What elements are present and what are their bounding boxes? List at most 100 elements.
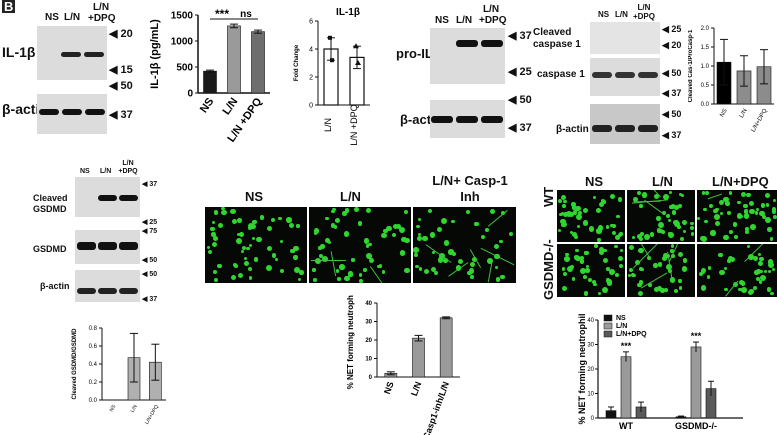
neutrophil-cell xyxy=(569,211,575,217)
neutrophil-cell xyxy=(571,202,576,207)
neutrophil-cell xyxy=(493,244,499,250)
micrograph-ln-casp1 xyxy=(413,207,516,283)
neutrophil-cell xyxy=(243,256,248,261)
neutrophil-cell xyxy=(636,190,642,195)
y-tick-label: 0 xyxy=(369,375,373,381)
neutrophil-cell xyxy=(619,248,623,252)
marker: ◀ 20 xyxy=(662,40,682,50)
neutrophil-cell xyxy=(598,201,605,207)
neutrophil-cell xyxy=(357,220,363,226)
marker: ◀ 50 xyxy=(662,68,682,78)
y-tick-label: 0.6 xyxy=(89,344,98,350)
neutrophil-cell xyxy=(562,271,568,277)
neutrophil-cell xyxy=(700,285,706,291)
neutrophil-cell xyxy=(313,228,320,234)
lane-label-ln-dpq: L/N +DPQ xyxy=(118,160,138,175)
net-strand xyxy=(707,193,723,200)
neutrophil-cell xyxy=(594,244,598,249)
lane-label-ln: L/N xyxy=(615,10,628,19)
neutrophil-cell xyxy=(250,223,256,230)
neutrophil-cell xyxy=(365,244,370,248)
neutrophil-cell xyxy=(760,275,767,281)
neutrophil-cell xyxy=(451,219,455,223)
y-tick-label: 2.0 xyxy=(701,26,710,32)
neutrophil-cell xyxy=(557,229,562,233)
neutrophil-cell xyxy=(714,221,720,227)
bar xyxy=(690,346,702,419)
neutrophil-cell xyxy=(313,232,317,236)
neutrophil-cell xyxy=(606,266,611,271)
neutrophil-cell xyxy=(653,193,659,200)
il1b-fold-chart: IL-1β 0 2 4 6 L/N L/N +DPQ Fold Change xyxy=(294,7,370,146)
neutrophil-cell xyxy=(579,256,584,261)
neutrophil-cell xyxy=(723,266,727,270)
neutrophil-cell xyxy=(467,270,472,276)
neutrophil-cell xyxy=(605,278,611,283)
neutrophil-cell xyxy=(336,269,340,273)
neutrophil-cell xyxy=(253,257,258,262)
marker: ◀ 37 xyxy=(508,30,532,42)
y-tick-label: 0 xyxy=(187,88,193,99)
y-tick-label: 1000 xyxy=(171,36,194,47)
neutrophil-cell xyxy=(274,257,279,262)
neutrophil-cell xyxy=(217,263,222,269)
blot-il1b xyxy=(37,26,107,80)
neutrophil-cell xyxy=(636,234,642,240)
y-tick-label: 30 xyxy=(587,343,594,349)
neutrophil-cell xyxy=(395,224,401,230)
x-tick-label: L/N xyxy=(130,404,139,414)
neutrophil-cell xyxy=(725,201,730,206)
neutrophil-cell xyxy=(673,219,679,226)
neutrophil-cell xyxy=(760,203,766,208)
neutrophil-cell xyxy=(608,269,615,276)
neutrophil-cell xyxy=(638,247,644,254)
neutrophil-cell xyxy=(325,217,329,221)
neutrophil-cell xyxy=(603,257,609,264)
neutrophil-cell xyxy=(423,268,430,275)
neutrophil-cell xyxy=(762,214,767,219)
neutrophil-cell xyxy=(772,198,777,203)
neutrophil-cell xyxy=(656,286,662,292)
neutrophil-cell xyxy=(676,225,681,229)
neutrophil-cell xyxy=(566,211,572,217)
x-tick-label: NS xyxy=(109,403,118,413)
neutrophil-cell xyxy=(632,196,639,203)
neutrophil-cell xyxy=(485,228,490,233)
micro-header-ln: L/N xyxy=(340,189,361,204)
neutrophil-cell xyxy=(399,226,406,233)
bar xyxy=(439,317,453,378)
marker: ◀ 15 xyxy=(109,64,133,76)
band xyxy=(85,109,105,115)
neutrophil-cell xyxy=(348,273,353,278)
neutrophil-cell xyxy=(662,255,668,261)
x-tick-label: NS xyxy=(198,96,217,115)
neutrophil-cell xyxy=(628,267,633,272)
significance-label: ns xyxy=(240,9,252,20)
neutrophil-cell xyxy=(239,231,245,238)
neutrophil-cell xyxy=(324,237,330,243)
neutrophil-cell xyxy=(413,253,418,258)
neutrophil-cell xyxy=(247,266,253,272)
neutrophil-cell xyxy=(653,286,659,292)
neutrophil-cell xyxy=(642,193,647,199)
marker: ◀ 37 xyxy=(142,181,158,188)
neutrophil-cell xyxy=(416,236,422,241)
neutrophil-cell xyxy=(671,210,677,215)
neutrophil-cell xyxy=(366,254,372,260)
neutrophil-cell xyxy=(443,240,450,247)
neutrophil-cell xyxy=(234,264,238,268)
neutrophil-cell xyxy=(764,193,770,199)
neutrophil-cell xyxy=(740,287,747,294)
band xyxy=(61,52,81,57)
lane-label-ln: L/N xyxy=(100,168,112,175)
neutrophil-cell xyxy=(598,291,602,295)
neutrophil-cell xyxy=(743,213,750,219)
neutrophil-cell xyxy=(596,208,601,214)
neutrophil-cell xyxy=(441,217,448,224)
neutrophil-cell xyxy=(700,267,706,273)
y-tick-label: 1500 xyxy=(171,10,194,21)
legend-swatch xyxy=(603,330,613,338)
data-point xyxy=(328,35,332,40)
neutrophil-cell xyxy=(637,290,643,297)
neutrophil-cell xyxy=(644,233,650,240)
